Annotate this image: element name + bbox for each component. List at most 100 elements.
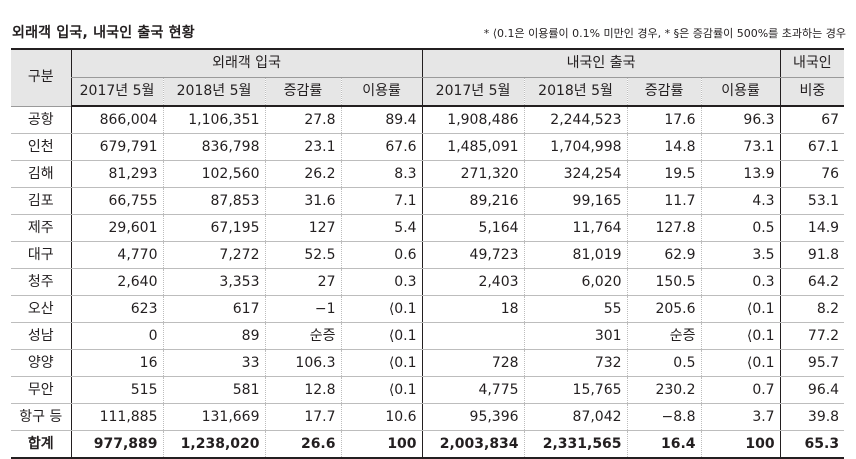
inbound-2017-cell: 977,889 bbox=[70, 430, 163, 459]
outbound-2018-cell: 11,764 bbox=[523, 214, 628, 242]
outbound-2018-cell: 301 bbox=[523, 322, 628, 350]
outbound-2017-cell: 95,396 bbox=[421, 403, 525, 431]
share-cell: 39.8 bbox=[779, 403, 845, 431]
header-outbound-group: 내국인 출국 bbox=[421, 48, 781, 78]
outbound-2018-cell: 99,165 bbox=[523, 187, 628, 215]
outbound-2017-cell bbox=[421, 322, 525, 350]
inbound-usage-cell: 10.6 bbox=[340, 403, 423, 431]
region-cell: 청주 bbox=[11, 268, 71, 296]
inbound-2017-cell: 0 bbox=[70, 322, 163, 350]
outbound-change-cell: 150.5 bbox=[626, 268, 702, 296]
outbound-change-cell: 14.8 bbox=[626, 133, 702, 161]
header-out-change: 증감률 bbox=[626, 77, 702, 107]
share-cell: 91.8 bbox=[779, 241, 845, 269]
page: 외래객 입국, 내국인 출국 현황 * ⟨0.1은 이용률이 0.1% 미만인 … bbox=[11, 25, 846, 459]
inbound-2017-cell: 679,791 bbox=[70, 133, 163, 161]
table-row: 청주 2,640 3,353 27 0.3 2,403 6,020 150.5 0.3 64.2 bbox=[11, 268, 845, 296]
region-cell: 오산 bbox=[11, 295, 71, 323]
outbound-2017-cell: 4,775 bbox=[421, 376, 525, 404]
outbound-2017-cell: 2,003,834 bbox=[421, 430, 525, 459]
region-cell: 양양 bbox=[11, 349, 71, 377]
header-out-2017: 2017년 5월 bbox=[421, 77, 525, 107]
outbound-change-cell: 127.8 bbox=[626, 214, 702, 242]
region-cell: 제주 bbox=[11, 214, 71, 242]
inbound-2017-cell: 66,755 bbox=[70, 187, 163, 215]
outbound-usage-cell: ⟨0.1 bbox=[700, 295, 781, 323]
inbound-usage-cell: 89.4 bbox=[340, 106, 423, 134]
header-row-1: 구분 외래객 입국 내국인 출국 내국인 bbox=[11, 48, 845, 107]
share-cell: 53.1 bbox=[779, 187, 845, 215]
share-cell: 8.2 bbox=[779, 295, 845, 323]
inbound-change-cell: 12.8 bbox=[264, 376, 341, 404]
outbound-usage-cell: 0.7 bbox=[700, 376, 781, 404]
outbound-change-cell: 0.5 bbox=[626, 349, 702, 377]
inbound-change-cell: 127 bbox=[264, 214, 341, 242]
total-row: 합계 977,889 1,238,020 26.6 100 2,003,834 2,331,… bbox=[11, 430, 845, 459]
outbound-2018-cell: 87,042 bbox=[523, 403, 628, 431]
inbound-2017-cell: 111,885 bbox=[70, 403, 163, 431]
inbound-change-cell: 26.2 bbox=[264, 160, 341, 188]
inbound-2018-cell: 581 bbox=[162, 376, 265, 404]
share-cell: 77.2 bbox=[779, 322, 845, 350]
table-row: 무안 515 581 12.8 ⟨0.1 4,775 15,765 230.2 0.7 96.4 bbox=[11, 376, 845, 404]
outbound-2018-cell: 732 bbox=[523, 349, 628, 377]
region-cell: 항구 등 bbox=[11, 403, 71, 431]
header-inbound-group: 외래객 입국 bbox=[70, 48, 423, 78]
inbound-2018-cell: 67,195 bbox=[162, 214, 265, 242]
table-body: 공항 866,004 1,106,351 27.8 89.4 1,908,486 2,244… bbox=[11, 106, 845, 459]
region-cell: 대구 bbox=[11, 241, 71, 269]
region-cell: 인천 bbox=[11, 133, 71, 161]
outbound-2017-cell: 49,723 bbox=[421, 241, 525, 269]
outbound-2017-cell: 5,164 bbox=[421, 214, 525, 242]
inbound-usage-cell: ⟨0.1 bbox=[340, 322, 423, 350]
outbound-2017-cell: 1,485,091 bbox=[421, 133, 525, 161]
outbound-usage-cell: 0.5 bbox=[700, 214, 781, 242]
inbound-usage-cell: ⟨0.1 bbox=[340, 376, 423, 404]
table-row: 공항 866,004 1,106,351 27.8 89.4 1,908,486 2,244… bbox=[11, 106, 845, 134]
inbound-2018-cell: 33 bbox=[162, 349, 265, 377]
share-cell: 14.9 bbox=[779, 214, 845, 242]
outbound-2017-cell: 1,908,486 bbox=[421, 106, 525, 134]
inbound-change-cell: 27 bbox=[264, 268, 341, 296]
inbound-2018-cell: 87,853 bbox=[162, 187, 265, 215]
inbound-2017-cell: 2,640 bbox=[70, 268, 163, 296]
outbound-usage-cell: 3.7 bbox=[700, 403, 781, 431]
outbound-usage-cell: ⟨0.1 bbox=[700, 349, 781, 377]
inbound-usage-cell: 7.1 bbox=[340, 187, 423, 215]
inbound-2018-cell: 89 bbox=[162, 322, 265, 350]
region-cell: 김해 bbox=[11, 160, 71, 188]
inbound-usage-cell: ⟨0.1 bbox=[340, 295, 423, 323]
table-row: 대구 4,770 7,272 52.5 0.6 49,723 81,019 62.9 3.5 91… bbox=[11, 241, 845, 269]
inbound-usage-cell: 67.6 bbox=[340, 133, 423, 161]
outbound-2018-cell: 55 bbox=[523, 295, 628, 323]
inbound-change-cell: 52.5 bbox=[264, 241, 341, 269]
table-row: 인천 679,791 836,798 23.1 67.6 1,485,091 1,704,9… bbox=[11, 133, 845, 161]
outbound-usage-cell: 96.3 bbox=[700, 106, 781, 134]
outbound-change-cell: 19.5 bbox=[626, 160, 702, 188]
stats-table: 구분 외래객 입국 내국인 출국 내국인 2017년 5월 2018년 5월 증… bbox=[11, 48, 845, 459]
inbound-change-cell: 순증 bbox=[264, 322, 341, 350]
share-cell: 96.4 bbox=[779, 376, 845, 404]
region-cell: 성남 bbox=[11, 322, 71, 350]
inbound-2017-cell: 4,770 bbox=[70, 241, 163, 269]
header-row-2: 2017년 5월 2018년 5월 증감률 이용률 2017년 5월 2018년… bbox=[11, 77, 845, 107]
header-in-change: 증감률 bbox=[264, 77, 341, 107]
share-cell: 64.2 bbox=[779, 268, 845, 296]
outbound-usage-cell: 100 bbox=[700, 430, 781, 459]
table-row: 양양 16 33 106.3 ⟨0.1 728 732 0.5 ⟨0.1 95.7 bbox=[11, 349, 845, 377]
outbound-usage-cell: 13.9 bbox=[700, 160, 781, 188]
header-in-2018: 2018년 5월 bbox=[162, 77, 265, 107]
inbound-2018-cell: 102,560 bbox=[162, 160, 265, 188]
outbound-change-cell: 17.6 bbox=[626, 106, 702, 134]
inbound-2018-cell: 1,238,020 bbox=[162, 430, 265, 459]
share-cell: 65.3 bbox=[779, 430, 845, 459]
inbound-2018-cell: 1,106,351 bbox=[162, 106, 265, 134]
region-cell: 공항 bbox=[11, 106, 71, 134]
outbound-2017-cell: 271,320 bbox=[421, 160, 525, 188]
outbound-change-cell: 205.6 bbox=[626, 295, 702, 323]
inbound-usage-cell: ⟨0.1 bbox=[340, 349, 423, 377]
inbound-usage-cell: 8.3 bbox=[340, 160, 423, 188]
table-row: 제주 29,601 67,195 127 5.4 5,164 11,764 127.8 0.5 1… bbox=[11, 214, 845, 242]
inbound-change-cell: 26.6 bbox=[264, 430, 341, 459]
region-cell: 합계 bbox=[11, 430, 71, 459]
